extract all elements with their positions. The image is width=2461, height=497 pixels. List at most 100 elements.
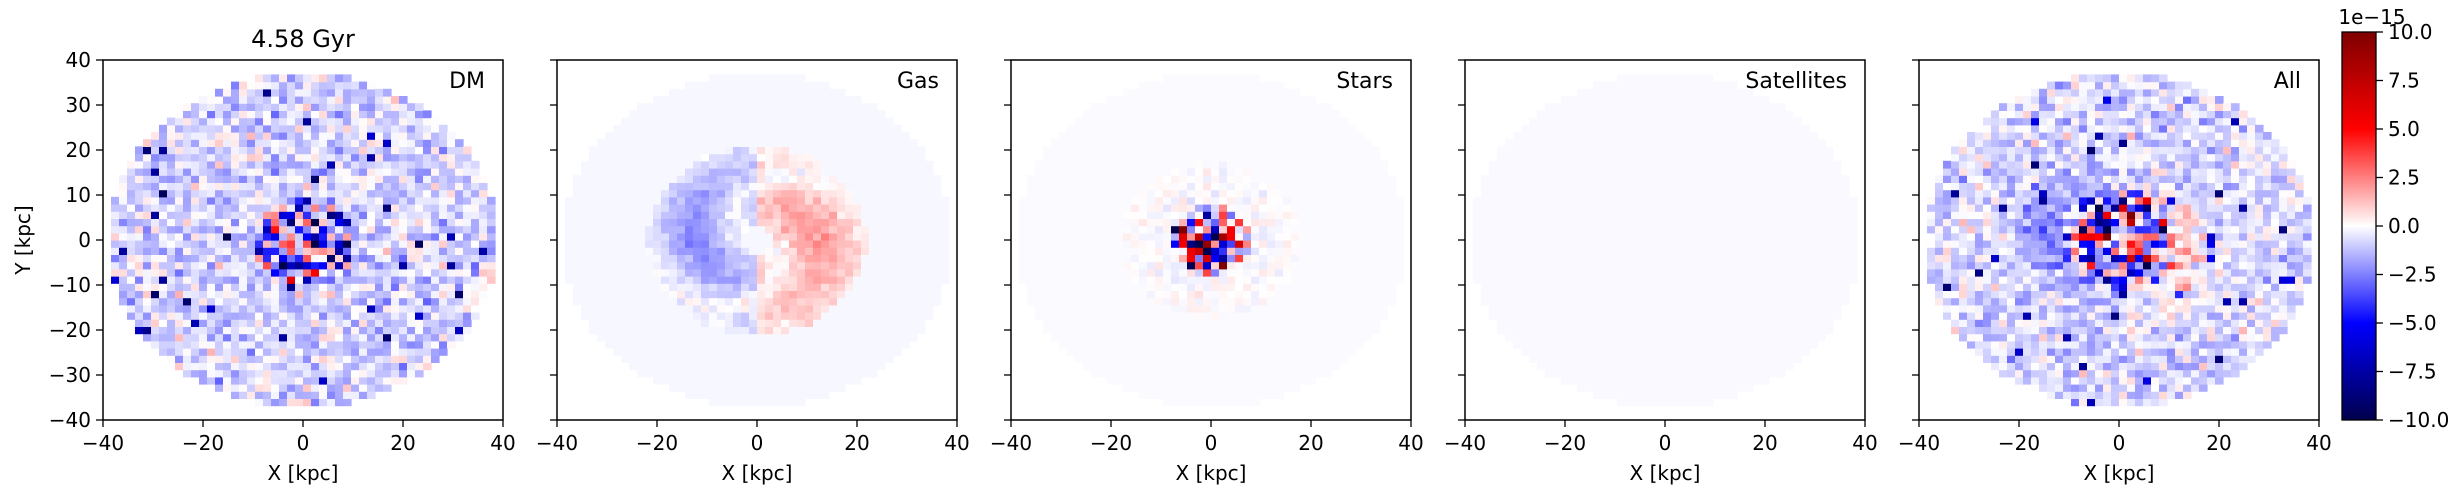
- heatmap-cell: [287, 247, 296, 255]
- heatmap-cell: [1083, 276, 1092, 284]
- heatmap-cell: [311, 74, 320, 83]
- heatmap-cell: [861, 290, 870, 299]
- heatmap-cell: [773, 333, 782, 342]
- heatmap-cell: [821, 103, 830, 111]
- heatmap-cell: [765, 189, 774, 198]
- heatmap-cell: [351, 96, 360, 104]
- heatmap-cell: [685, 391, 694, 399]
- heatmap-cell: [757, 276, 766, 284]
- heatmap-cell: [853, 276, 862, 284]
- heatmap-cell: [773, 189, 782, 198]
- heatmap-cell: [247, 391, 256, 399]
- y-tick-label: 40: [66, 48, 91, 72]
- heatmap-cell: [869, 103, 878, 111]
- heatmap-cell: [941, 196, 950, 205]
- heatmap-cell: [1291, 333, 1300, 342]
- heatmap-cell: [319, 384, 328, 392]
- heatmap-cell: [1203, 153, 1212, 162]
- heatmap-cell: [1155, 225, 1164, 234]
- heatmap-cell: [215, 117, 224, 126]
- heatmap-cell: [1291, 362, 1300, 371]
- heatmap-cell: [1091, 218, 1100, 227]
- heatmap-cell: [837, 110, 846, 119]
- heatmap-cell: [1203, 283, 1212, 291]
- heatmap-cell: [127, 261, 136, 270]
- heatmap-cell: [749, 189, 758, 198]
- heatmap-cell: [375, 268, 384, 277]
- heatmap-cell: [1267, 182, 1276, 191]
- heatmap-cell: [1195, 124, 1204, 133]
- heatmap-cell: [391, 139, 400, 147]
- heatmap-cell: [1099, 182, 1108, 191]
- heatmap-cell: [247, 88, 256, 97]
- heatmap-cell: [749, 391, 758, 399]
- heatmap-cell: [861, 369, 870, 378]
- heatmap-cell: [343, 153, 352, 162]
- heatmap-cell: [167, 348, 176, 356]
- heatmap-cell: [167, 283, 176, 291]
- heatmap-cell: [319, 88, 328, 97]
- heatmap-cell: [1083, 218, 1092, 227]
- heatmap-cell: [271, 182, 280, 191]
- heatmap-cell: [861, 103, 870, 111]
- heatmap-cell: [1259, 110, 1268, 119]
- heatmap-cell: [439, 189, 448, 198]
- heatmap-cell: [159, 312, 168, 320]
- heatmap-cell: [311, 225, 320, 234]
- heatmap-cell: [717, 261, 726, 270]
- heatmap-cell: [917, 168, 926, 176]
- heatmap-cell: [1051, 218, 1060, 227]
- heatmap-cell: [191, 139, 200, 147]
- heatmap-cell: [1203, 103, 1212, 111]
- heatmap-cell: [789, 369, 798, 378]
- heatmap-cell: [231, 348, 240, 356]
- heatmap-cell: [1299, 304, 1308, 313]
- heatmap-cell: [901, 268, 910, 277]
- heatmap-cell: [1179, 240, 1188, 248]
- heatmap-cell: [645, 369, 654, 378]
- heatmap-cell: [1187, 204, 1196, 212]
- heatmap-cell: [925, 225, 934, 234]
- heatmap-cell: [1099, 290, 1108, 299]
- heatmap-cell: [1259, 333, 1268, 342]
- heatmap-cell: [885, 326, 894, 335]
- heatmap-cell: [933, 254, 942, 263]
- y-tick-label: 10: [66, 183, 91, 207]
- heatmap-cell: [1275, 218, 1284, 227]
- heatmap-cell: [1115, 175, 1124, 183]
- heatmap-cell: [1275, 283, 1284, 291]
- heatmap-cell: [311, 297, 320, 306]
- heatmap-cell: [1147, 240, 1156, 248]
- heatmap-cell: [143, 146, 152, 155]
- heatmap-cell: [1275, 153, 1284, 162]
- heatmap-cell: [1179, 268, 1188, 277]
- heatmap-cell: [701, 96, 710, 104]
- heatmap-cell: [1235, 211, 1244, 219]
- heatmap-cell: [797, 240, 806, 248]
- heatmap-cell: [423, 340, 432, 349]
- heatmap-cell: [303, 362, 312, 371]
- heatmap-cell: [1099, 218, 1108, 227]
- heatmap-cell: [1155, 268, 1164, 277]
- heatmap-cell: [765, 369, 774, 378]
- heatmap-cell: [677, 240, 686, 248]
- heatmap-cell: [415, 312, 424, 320]
- heatmap-cell: [1187, 103, 1196, 111]
- heatmap-cell: [933, 268, 942, 277]
- heatmap-cell: [837, 160, 846, 169]
- heatmap-cell: [605, 312, 614, 320]
- heatmap-cell: [1139, 362, 1148, 371]
- y-tick-label: 0: [78, 228, 91, 252]
- heatmap-cell: [271, 124, 280, 133]
- heatmap-cell: [423, 153, 432, 162]
- heatmap-cell: [431, 232, 440, 241]
- heatmap-cell: [781, 96, 790, 104]
- heatmap-cell: [1083, 362, 1092, 371]
- heatmap-cell: [143, 290, 152, 299]
- heatmap-cell: [621, 211, 630, 219]
- heatmap-cell: [837, 312, 846, 320]
- heatmap-cell: [597, 326, 606, 335]
- heatmap-cell: [487, 240, 496, 248]
- heatmap-cell: [813, 340, 822, 349]
- heatmap-cell: [423, 218, 432, 227]
